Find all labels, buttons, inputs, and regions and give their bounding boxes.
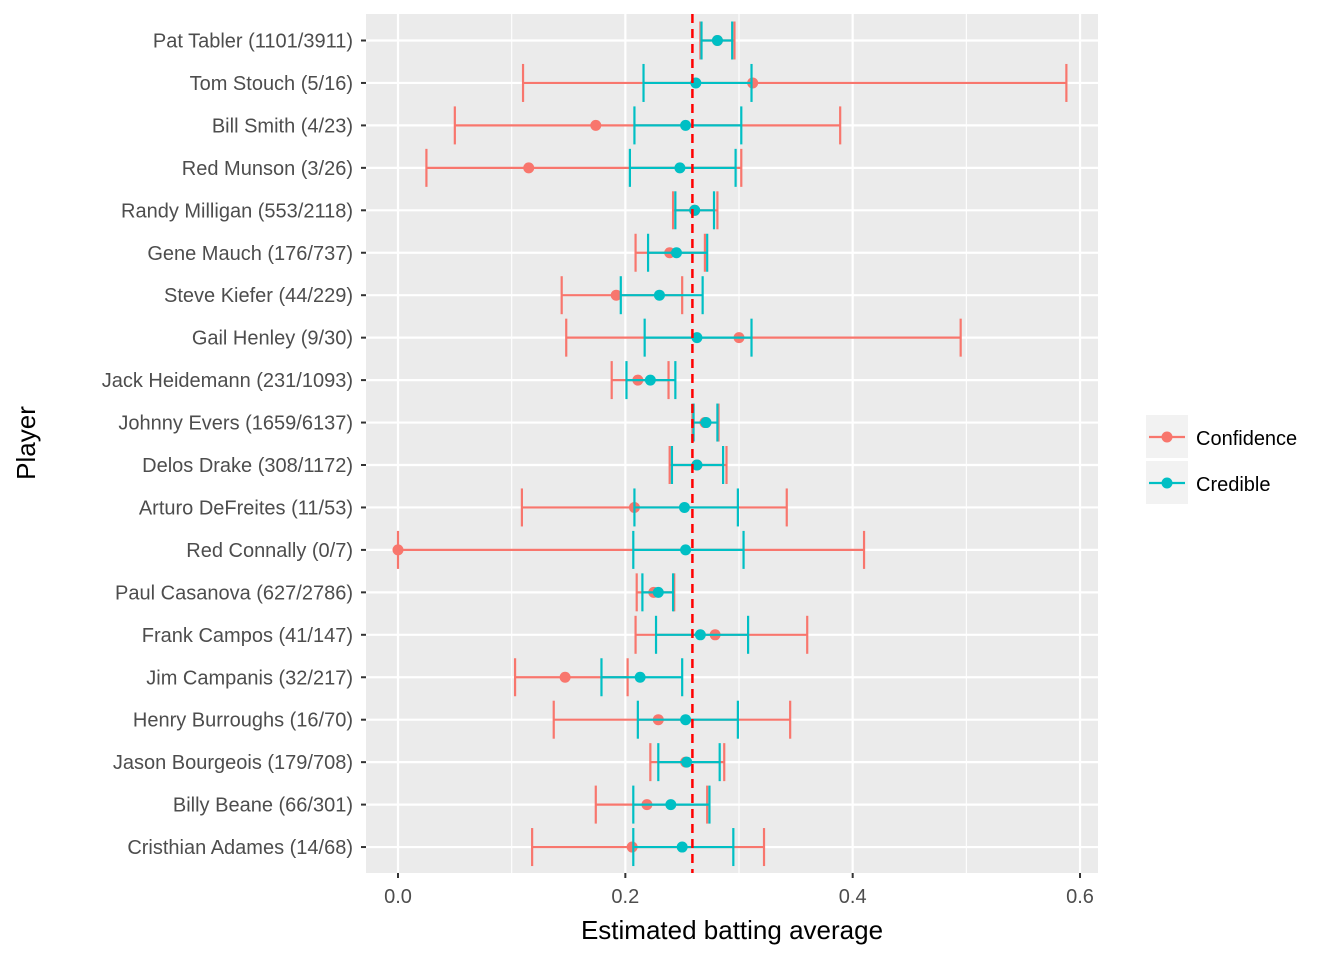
point-credible [680,119,692,131]
legend-point-confidence [1161,431,1173,443]
legend: Confidence Credible [1146,415,1297,504]
y-tick-label: Pat Tabler (1101/3911) [153,31,353,53]
point-confidence [392,544,404,556]
x-tick-label: 0.6 [1066,886,1094,908]
plot-panel [366,14,1098,873]
point-credible [680,714,692,726]
point-credible [652,586,664,598]
y-tick-label: Jason Bourgeois (179/708) [113,752,353,774]
y-tick-label: Delos Drake (308/1172) [142,455,353,477]
point-credible [670,247,682,259]
y-tick-label: Billy Beane (66/301) [173,795,353,817]
point-confidence [523,162,535,174]
point-credible [691,459,703,471]
y-tick-label: Jack Heidemann (231/1093) [102,370,353,392]
point-credible [644,374,656,386]
y-tick-label: Red Connally (0/7) [186,540,353,562]
point-credible [691,332,703,344]
y-tick-label: Red Munson (3/26) [182,158,353,180]
y-tick-label: Jim Campanis (32/217) [146,667,353,689]
point-credible [674,162,686,174]
point-credible [700,417,712,429]
point-confidence [626,841,638,853]
y-tick-label: Gene Mauch (176/737) [147,243,353,265]
point-credible [634,671,646,683]
x-axis: 0.0 0.2 0.4 0.6 [384,873,1094,908]
point-credible [680,544,692,556]
point-credible [689,204,701,216]
point-credible [678,501,690,513]
point-credible [694,629,706,641]
grid-minor [511,14,967,873]
point-credible [681,756,693,768]
y-tick-label: Randy Milligan (553/2118) [121,200,353,222]
y-tick-label: Gail Henley (9/30) [192,328,353,350]
y-tick-label: Arturo DeFreites (11/53) [139,497,353,519]
y-tick-label: Frank Campos (41/147) [142,625,353,647]
x-tick-label: 0.2 [611,886,639,908]
x-axis-title: Estimated batting average [581,915,883,945]
x-tick-label: 0.0 [384,886,412,908]
y-axis: Pat Tabler (1101/3911) Tom Stouch (5/16) B… [102,31,366,859]
point-credible [676,841,688,853]
point-credible [653,289,665,301]
legend-label-confidence: Confidence [1196,428,1297,450]
series-credible [600,21,753,867]
x-tick-label: 0.4 [839,886,867,908]
y-tick-label: Paul Casanova (627/2786) [115,582,353,604]
point-confidence [747,77,759,89]
point-confidence [590,119,602,131]
point-confidence [610,289,622,301]
y-tick-label: Bill Smith (4/23) [212,115,353,137]
y-tick-label: Cristhian Adames (14/68) [127,837,353,859]
errorbar-marks [392,21,1068,867]
y-tick-label: Johnny Evers (1659/6137) [118,413,353,435]
legend-label-credible: Credible [1196,474,1270,496]
y-tick-label: Steve Kiefer (44/229) [164,285,353,307]
y-tick-label: Henry Burroughs (16/70) [133,710,353,732]
point-confidence [559,671,571,683]
point-credible [665,799,677,811]
point-credible [711,35,723,46]
grid-major [366,14,1098,873]
y-axis-title: Player [11,406,41,480]
y-tick-label: Tom Stouch (5/16) [190,73,353,95]
legend-point-credible [1161,477,1173,489]
